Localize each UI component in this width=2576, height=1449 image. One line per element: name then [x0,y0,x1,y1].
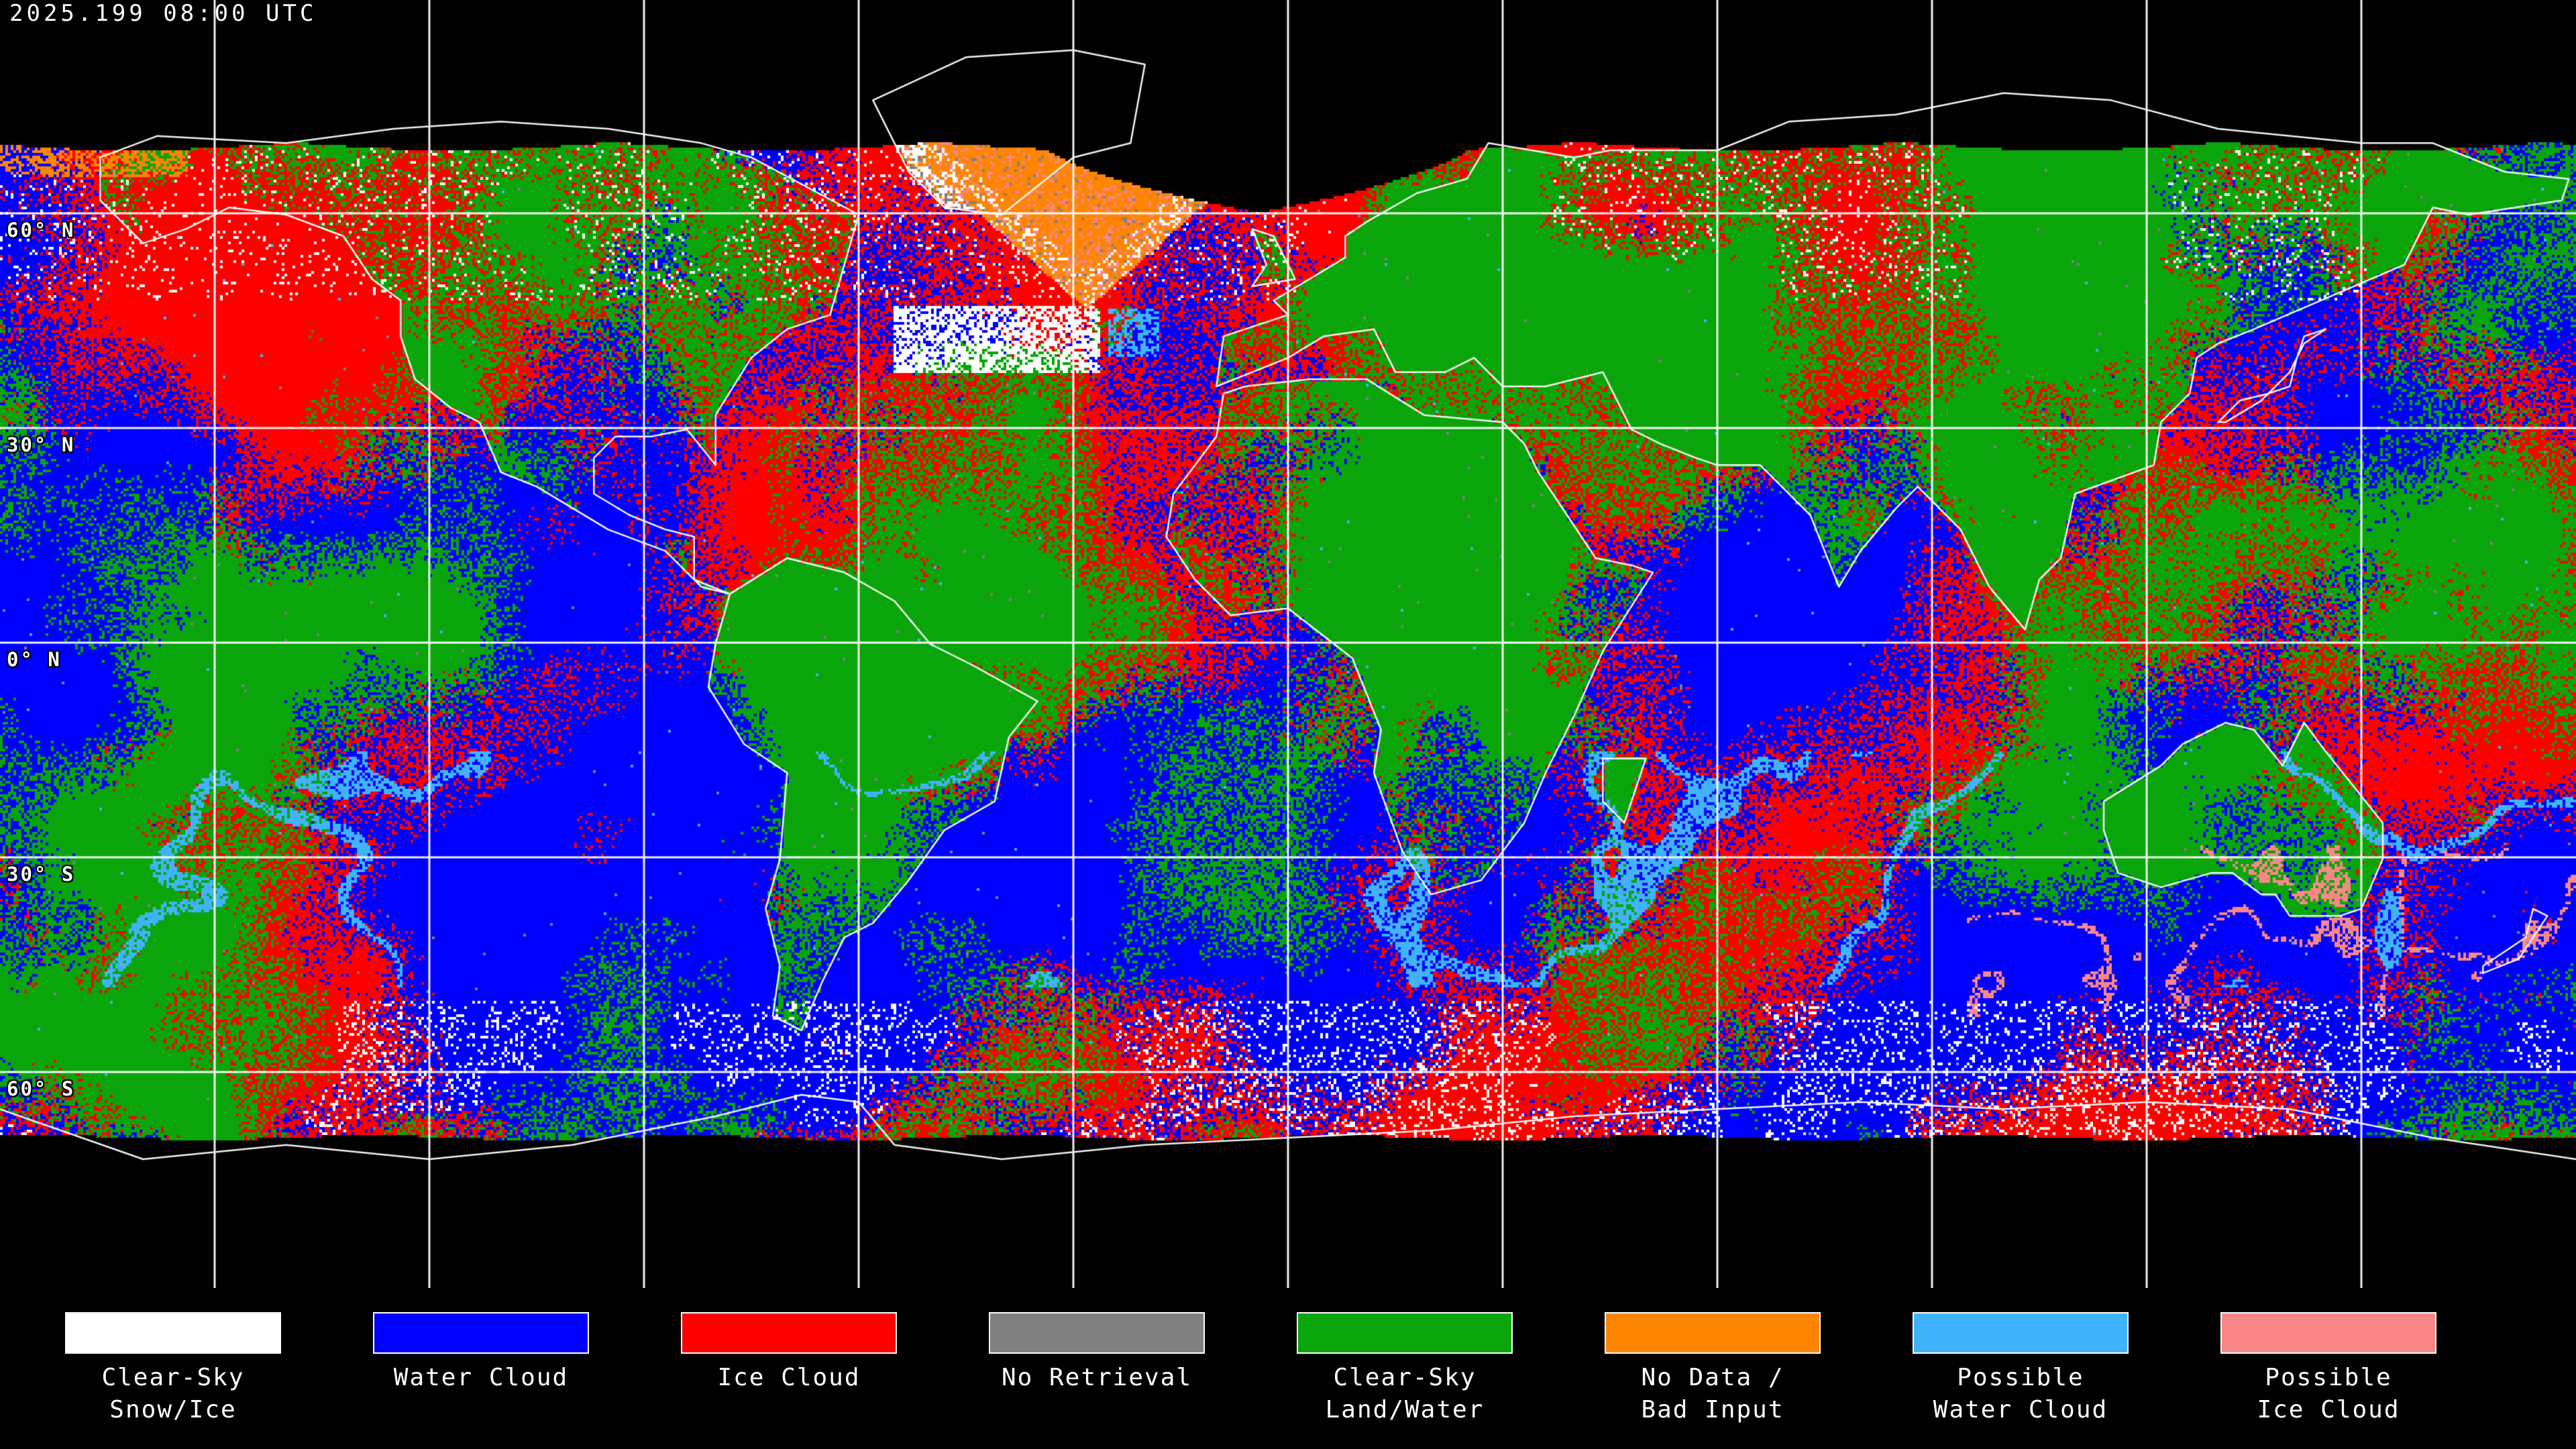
legend-label-line: Ice Cloud [2257,1396,2400,1424]
latitude-label-60n: 60° N [7,219,76,241]
latitude-label-60s: 60° S [7,1077,76,1100]
legend-label-line: Water Cloud [1933,1396,2108,1424]
latitude-label-0n: 0° N [7,648,62,671]
legend-label-line: No Retrieval [1001,1364,1193,1391]
legend-swatch-possible-water-cloud [1913,1312,2129,1354]
legend-swatch-no-retrieval [989,1312,1205,1354]
latitude-label-30n: 30° N [7,433,76,456]
legend-swatch-ice-cloud [681,1312,897,1354]
legend-item-no-retrieval: No Retrieval [943,1308,1251,1426]
legend-label-line: Possible [1957,1364,2084,1391]
legend-label-line [635,1394,943,1426]
legend-label-line: No Data / [1641,1364,1784,1391]
legend-swatch-clear-sky-land-water [1297,1312,1513,1354]
legend-label-line: Snow/Ice [109,1396,237,1424]
legend-item-clear-sky-land-water: Clear-Sky Land/Water [1250,1308,1559,1426]
legend-item-no-data-bad-input: No Data / Bad Input [1558,1308,1867,1426]
legend-item-clear-sky-snow-ice: Clear-Sky Snow/Ice [19,1308,327,1426]
legend-label-line: Land/Water [1325,1396,1485,1424]
legend-label-line [943,1394,1251,1426]
legend-item-water-cloud: Water Cloud [327,1308,635,1426]
legend: Clear-Sky Snow/Ice Water Cloud Ice Cloud … [0,1308,2576,1449]
legend-swatch-clear-sky-snow-ice [65,1312,281,1354]
legend-swatch-water-cloud [373,1312,589,1354]
legend-item-possible-ice-cloud: Possible Ice Cloud [2174,1308,2483,1426]
legend-label-line: Water Cloud [393,1364,569,1391]
latitude-label-30s: 30° S [7,863,76,885]
legend-swatch-possible-ice-cloud [2220,1312,2436,1354]
legend-label-line: Ice Cloud [717,1364,861,1391]
legend-item-possible-water-cloud: Possible Water Cloud [1866,1308,2175,1426]
legend-label-line: Bad Input [1641,1396,1784,1424]
legend-swatch-no-data-bad-input [1605,1312,1821,1354]
cloud-mask-map [0,0,2576,1288]
legend-label-line: Possible [2265,1364,2392,1391]
legend-label-line: Clear-Sky [1333,1364,1477,1391]
timestamp: 2025.199 08:00 UTC [9,0,317,27]
legend-label-line: Clear-Sky [101,1364,245,1391]
legend-item-ice-cloud: Ice Cloud [635,1308,943,1426]
legend-label-line [327,1394,635,1426]
